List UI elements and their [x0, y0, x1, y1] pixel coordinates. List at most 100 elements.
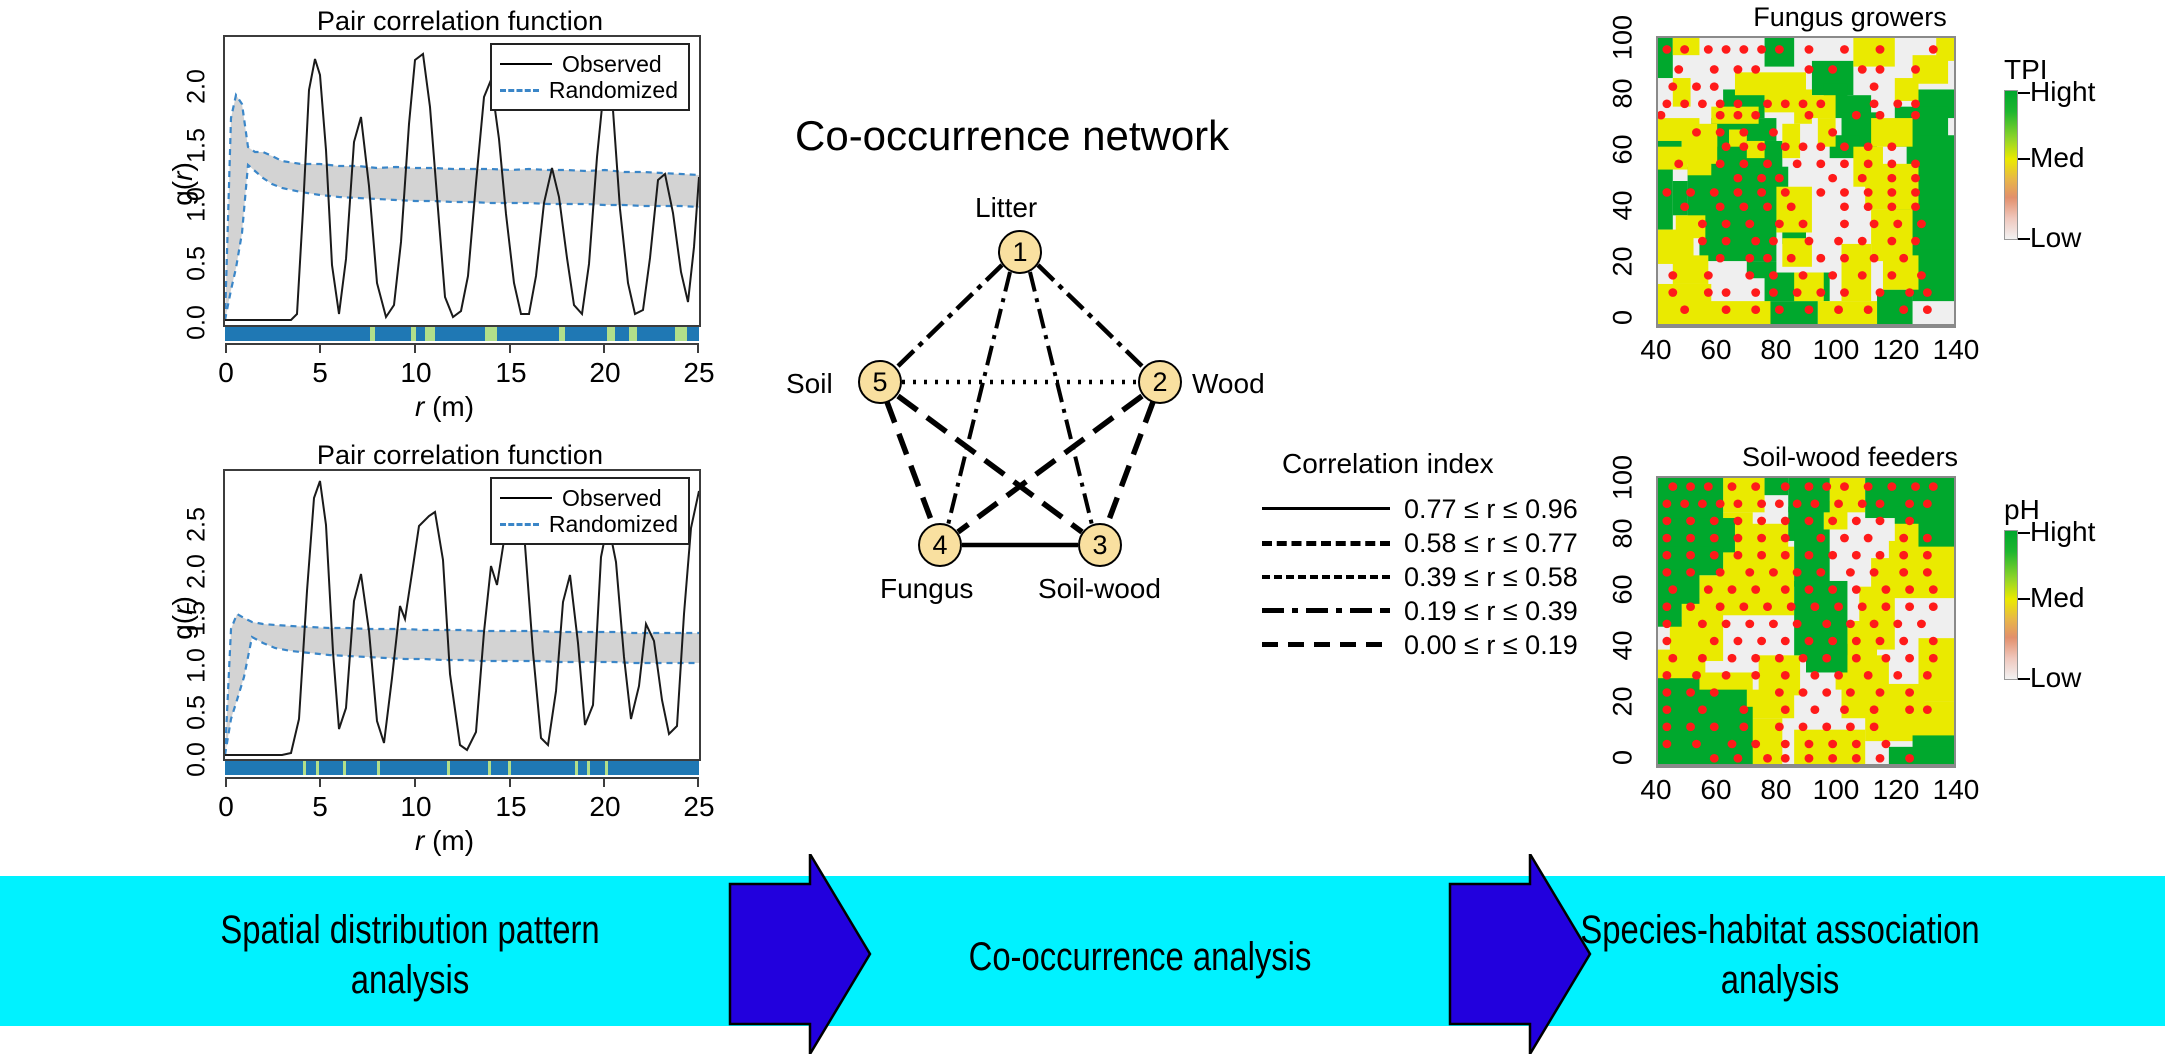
pcf-bottom-legend: Observed Randomized	[490, 477, 690, 545]
pcf-bottom-xtick-0: 0	[218, 791, 234, 822]
map-bottom-colorbar	[2004, 530, 2018, 680]
pcf-bottom-xtick-4: 20	[589, 791, 621, 822]
workflow-step-3-label: Species-habitat association analysis	[1580, 908, 1980, 1002]
network-node-2-label: Wood	[1192, 368, 1265, 399]
pcf-top-xtick-2: 10	[400, 357, 432, 388]
pcf-top-xaxis-title: r (m)	[415, 391, 474, 423]
map-top-xtick-40: 40	[1640, 334, 1672, 365]
map-bottom-colorbar-tickmark-high	[2018, 532, 2030, 534]
map-bottom-xtick-60: 60	[1700, 774, 1732, 805]
pcf-top-xtick-0: 0	[218, 357, 234, 388]
pcf-bottom-legend-row-observed: Observed	[500, 485, 678, 511]
pcf-bottom-xtickmark	[225, 777, 227, 787]
map-bottom-colorbar-label-low: Low	[2030, 662, 2082, 693]
correlation-legend-label-4: 0.19 ≤ r ≤ 0.39	[1404, 595, 1578, 626]
pcf-bottom-xtick-1: 5	[312, 791, 328, 822]
network-node-2[interactable]: 2	[1138, 360, 1182, 404]
pcf-bottom-legend-label-observed: Observed	[562, 484, 662, 511]
map-top-ytick-60: 60	[1607, 134, 1638, 165]
correlation-legend-label-1: 0.77 ≤ r ≤ 0.96	[1404, 493, 1578, 524]
map-top-xtick-120: 120	[1872, 334, 1920, 365]
pcf-bottom-habitat-strip	[225, 761, 699, 775]
network-node-1[interactable]: 1	[998, 230, 1042, 274]
pcf-bottom-xtickmark	[414, 777, 416, 787]
pcf-top-legend-label-randomized: Randomized	[548, 76, 678, 103]
soil-wood-feeders-raster	[1658, 478, 1954, 764]
workflow-step-1-label: Spatial distribution pattern analysis	[220, 908, 600, 1002]
map-top-colorbar	[2004, 90, 2018, 240]
workflow-arrow-1-icon	[728, 854, 872, 1054]
network-node-3-label: Soil-wood	[1038, 573, 1161, 604]
pcf-bottom-legend-row-randomized: Randomized	[500, 511, 678, 537]
pcf-bottom-xtickmark	[603, 777, 605, 787]
map-top-ytick-20: 20	[1607, 246, 1638, 277]
map-top-xtick-60: 60	[1700, 334, 1732, 365]
pcf-top-xtickmark	[414, 343, 416, 353]
map-bottom-colorbar-title: pH	[2004, 494, 2040, 525]
workflow-step-2-label: Co-occurrence analysis	[968, 935, 1312, 979]
network-node-4-label: Fungus	[880, 573, 974, 604]
correlation-legend-row-3: 0.39 ≤ r ≤ 0.58	[1262, 560, 1578, 594]
correlation-legend-label-3: 0.39 ≤ r ≤ 0.58	[1404, 561, 1578, 592]
map-bottom-xtick-140: 140	[1932, 774, 1980, 805]
pcf-top-xtick-4: 20	[589, 357, 621, 388]
pcf-top-xtickmark	[509, 343, 511, 353]
correlation-legend-label-2: 0.58 ≤ r ≤ 0.77	[1404, 527, 1578, 558]
co-occurrence-network-panel: Co-occurrence network 1 Litter 2 Wood 5 …	[770, 100, 1290, 660]
correlation-legend-row-1: 0.77 ≤ r ≤ 0.96	[1262, 492, 1578, 526]
map-top-ytick-80: 80	[1607, 78, 1638, 109]
pcf-top-ytick-4: 2.0	[182, 69, 211, 104]
pcf-bottom-yaxis-title: g(r)	[167, 596, 198, 640]
map-top-colorbar-label-low: Low	[2030, 222, 2082, 253]
pcf-top-xtick-5: 25	[683, 357, 715, 388]
pcf-top-habitat-strip	[225, 327, 699, 341]
pcf-bottom-ytick-5: 2.5	[182, 507, 211, 542]
fungus-growers-map[interactable]	[1656, 36, 1956, 326]
pcf-bottom-xaxis-var: r	[415, 825, 425, 856]
correlation-legend-row-5: 0.00 ≤ r ≤ 0.19	[1262, 628, 1578, 662]
map-top-colorbar-tickmark-high	[2018, 92, 2030, 94]
pcf-top-curves	[225, 52, 699, 321]
pcf-bottom-xaxis	[225, 777, 699, 779]
map-top-xaxis	[1656, 326, 1956, 328]
pcf-bottom-ytick-1: 0.5	[182, 695, 211, 730]
pcf-bottom-xaxis-title: r (m)	[415, 825, 474, 857]
network-node-5-label: Soil	[786, 368, 833, 399]
map-top-ytick-100: 100	[1607, 14, 1638, 61]
pcf-bottom-xtickmark	[319, 777, 321, 787]
map-top-colorbar-tickmark-med	[2018, 158, 2030, 160]
map-bottom-ytick-0: 0	[1607, 749, 1638, 766]
pcf-bottom-legend-label-randomized: Randomized	[548, 510, 678, 537]
pcf-bottom-xtick-5: 25	[683, 791, 715, 822]
pcf-top-xtick-1: 5	[312, 357, 328, 388]
pcf-top-ytick-0: 0.0	[182, 305, 211, 340]
correlation-legend-label-5: 0.00 ≤ r ≤ 0.19	[1404, 629, 1578, 660]
map-top-ytick-0: 0	[1607, 309, 1638, 326]
correlation-index-title: Correlation index	[1282, 448, 1494, 479]
map-bottom-xtick-100: 100	[1812, 774, 1860, 805]
map-bottom-ytick-40: 40	[1607, 630, 1638, 661]
map-bottom-xtick-80: 80	[1760, 774, 1792, 805]
pcf-top-xtickmark	[697, 343, 699, 353]
network-node-5[interactable]: 5	[858, 360, 902, 404]
map-top-xtick-80: 80	[1760, 334, 1792, 365]
pcf-bottom-xtickmark	[509, 777, 511, 787]
pcf-bottom-xtickmark	[697, 777, 699, 787]
map-bottom-ytick-80: 80	[1607, 518, 1638, 549]
network-title: Co-occurrence network	[795, 112, 1230, 159]
pcf-top-xaxis-unit: (m)	[424, 391, 475, 422]
workflow-arrow-2-icon	[1448, 854, 1592, 1054]
correlation-legend-row-2: 0.58 ≤ r ≤ 0.77	[1262, 526, 1578, 560]
pcf-bottom-xaxis-unit: (m)	[424, 825, 475, 856]
pcf-bottom-xtick-3: 15	[495, 791, 527, 822]
fungus-growers-raster	[1658, 38, 1954, 324]
map-top-xtick-100: 100	[1812, 334, 1860, 365]
network-node-4[interactable]: 4	[918, 523, 962, 567]
pcf-top-legend: Observed Randomized	[490, 43, 690, 111]
map-bottom-colorbar-tickmark-low	[2018, 678, 2030, 680]
map-bottom-ytick-100: 100	[1607, 454, 1638, 501]
soil-wood-feeders-map[interactable]	[1656, 476, 1956, 766]
pcf-top-legend-row-randomized: Randomized	[500, 77, 678, 103]
network-node-3[interactable]: 3	[1078, 523, 1122, 567]
map-top-colorbar-label-med: Med	[2030, 142, 2085, 173]
